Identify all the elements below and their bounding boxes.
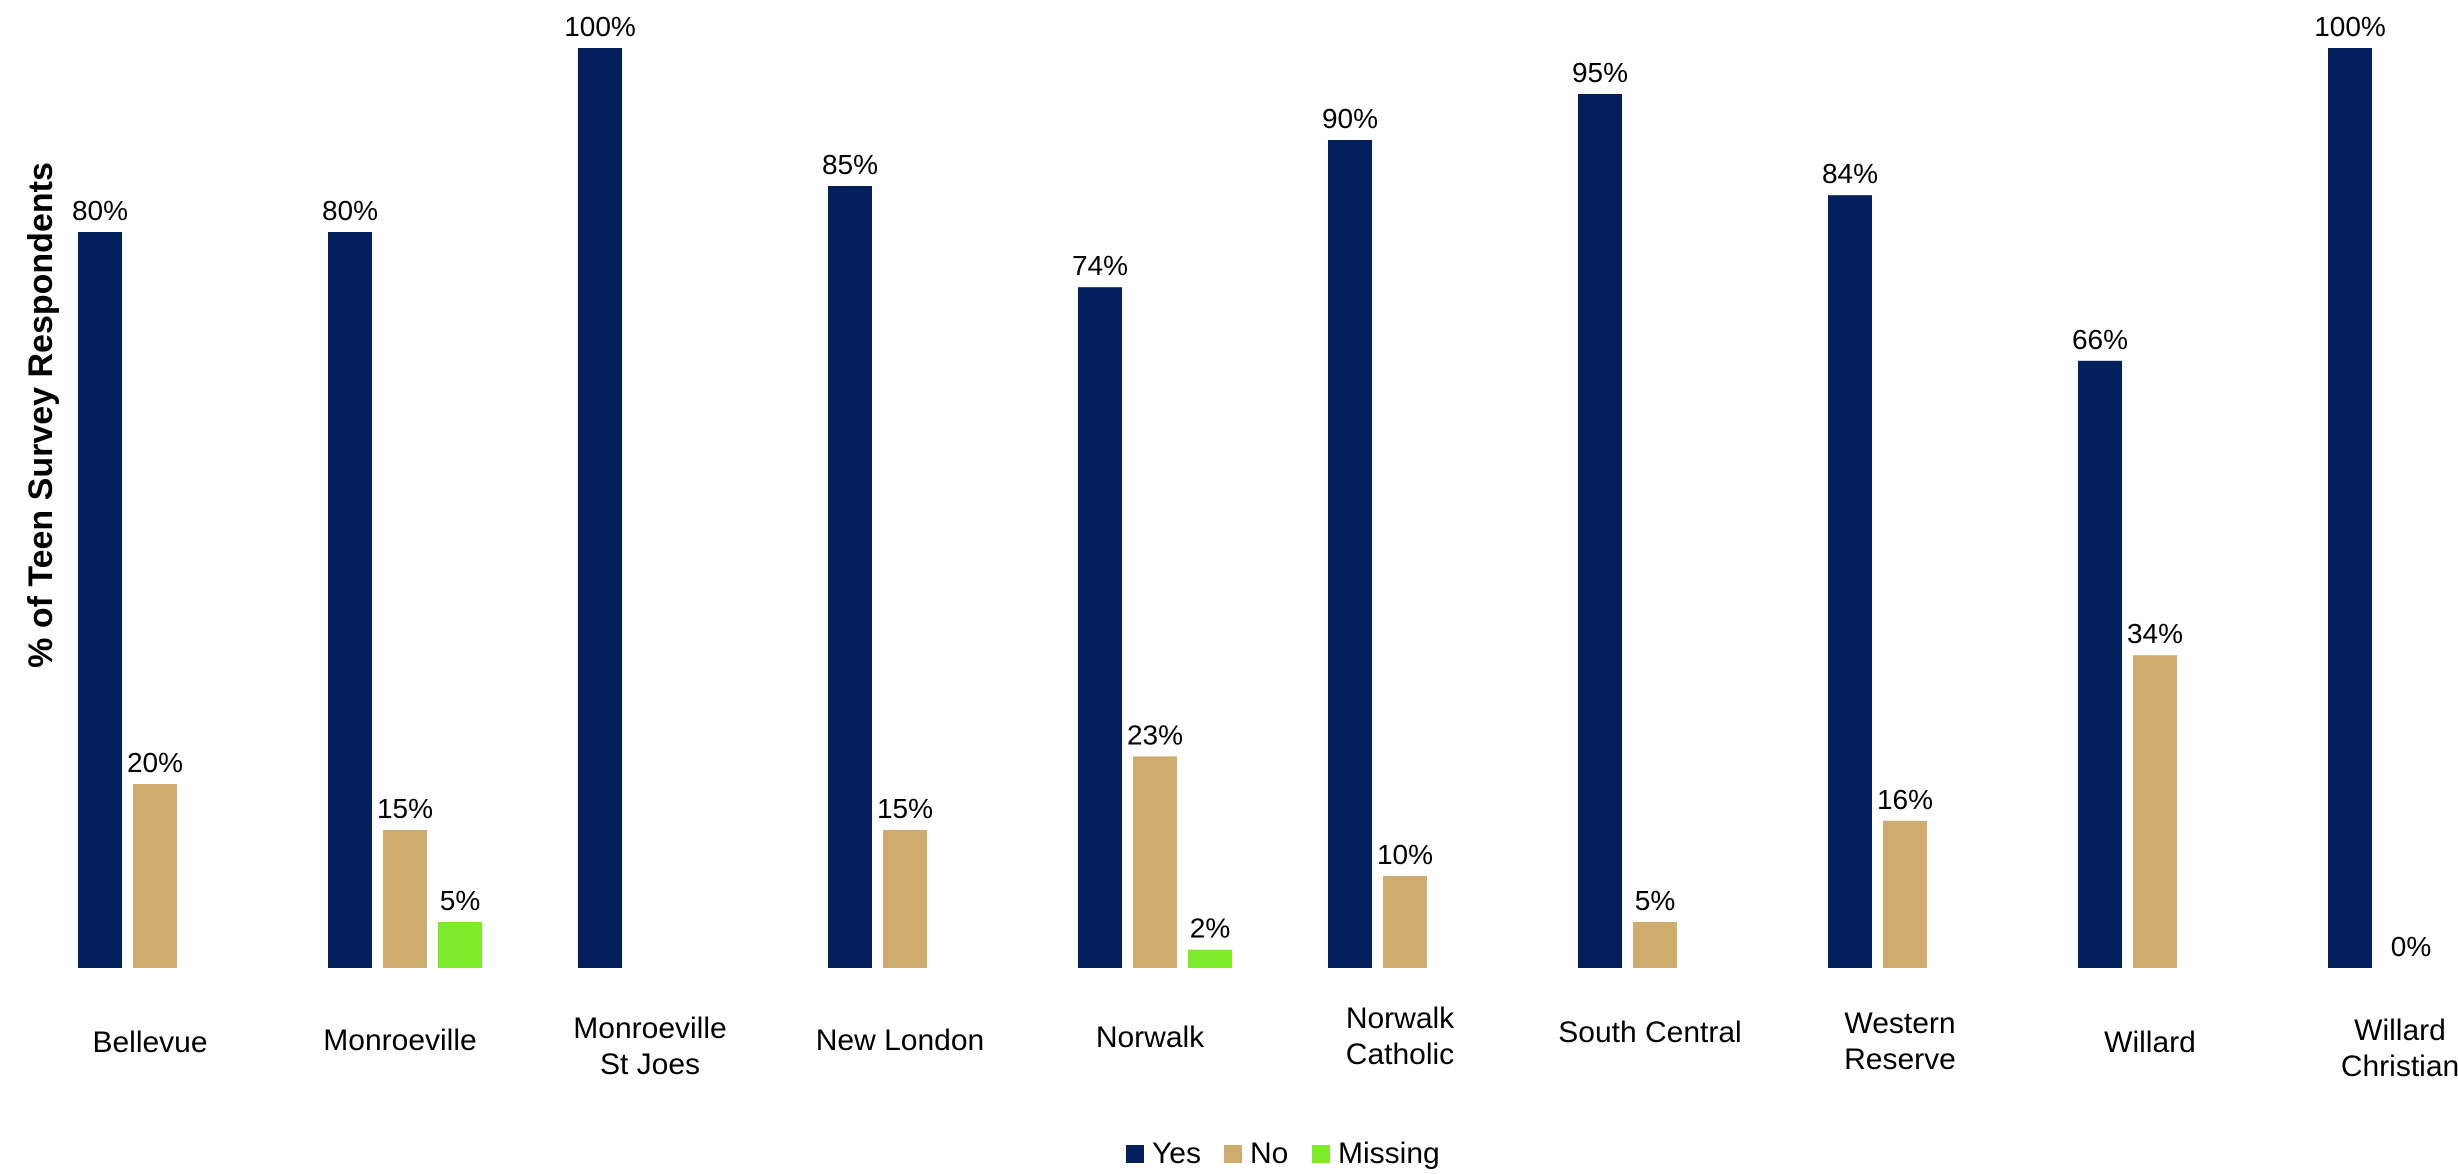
- category-label-6-line-2: Catholic: [1346, 1038, 1454, 1071]
- data-label-no-4: 15%: [877, 793, 933, 824]
- data-label-yes-8: 84%: [1822, 158, 1878, 189]
- data-label-no-5: 23%: [1127, 719, 1183, 750]
- bar-yes-2: [328, 232, 372, 968]
- legend: Yes No Missing: [1126, 1137, 1440, 1170]
- bar-no-9: [2133, 655, 2177, 968]
- bar-no-4: [883, 830, 927, 968]
- bars-layer: [78, 48, 2372, 968]
- bar-no-6: [1383, 876, 1427, 968]
- bar-no-5: [1133, 756, 1177, 968]
- data-label-yes-2: 80%: [322, 195, 378, 226]
- data-label-yes-3: 100%: [564, 11, 636, 42]
- data-label-yes-6: 90%: [1322, 103, 1378, 134]
- data-label-no-1: 20%: [127, 747, 183, 778]
- bar-no-7: [1633, 922, 1677, 968]
- data-label-no-10: 0%: [2391, 931, 2431, 962]
- bar-missing-2: [438, 922, 482, 968]
- data-label-yes-9: 66%: [2072, 324, 2128, 355]
- data-label-yes-5: 74%: [1072, 250, 1128, 281]
- bar-yes-7: [1578, 94, 1622, 968]
- category-label-6-line-1: Norwalk: [1346, 1002, 1455, 1035]
- data-label-no-2: 15%: [377, 793, 433, 824]
- category-label-1: Bellevue: [92, 1026, 207, 1059]
- data-label-no-9: 34%: [2127, 618, 2183, 649]
- bar-yes-5: [1078, 287, 1122, 968]
- legend-label-yes: Yes: [1152, 1137, 1201, 1170]
- bar-yes-8: [1828, 195, 1872, 968]
- category-label-8-line-1: Western: [1844, 1007, 1955, 1040]
- data-label-no-7: 5%: [1635, 885, 1675, 916]
- data-label-yes-1: 80%: [72, 195, 128, 226]
- category-label-2: Monroeville: [323, 1024, 476, 1057]
- category-label-3-line-2: St Joes: [600, 1048, 700, 1081]
- data-label-missing-2: 5%: [440, 885, 480, 916]
- bar-yes-10: [2328, 48, 2372, 968]
- legend-label-missing: Missing: [1338, 1137, 1440, 1170]
- y-axis-label: % of Teen Survey Respondents: [22, 162, 60, 668]
- category-label-4: New London: [816, 1024, 984, 1057]
- category-label-5: Norwalk: [1096, 1021, 1205, 1054]
- category-label-3-line-1: Monroeville: [573, 1012, 726, 1045]
- bar-yes-1: [78, 232, 122, 968]
- data-label-no-8: 16%: [1877, 784, 1933, 815]
- data-label-yes-10: 100%: [2314, 11, 2386, 42]
- category-label-7: South Central: [1558, 1016, 1741, 1049]
- bar-no-2: [383, 830, 427, 968]
- bar-yes-3: [578, 48, 622, 968]
- category-label-10-line-1: Willard: [2354, 1014, 2446, 1047]
- legend-swatch-no: [1224, 1145, 1242, 1163]
- category-label-10-line-2: Christian: [2341, 1050, 2458, 1083]
- category-label-8-line-2: Reserve: [1844, 1043, 1956, 1076]
- bar-yes-4: [828, 186, 872, 968]
- bar-no-1: [133, 784, 177, 968]
- legend-swatch-yes: [1126, 1145, 1144, 1163]
- data-labels-layer: 80% 20% 80% 15% 5% 100% 85% 15% 74% 23% 2% 90% 10% 95…: [72, 11, 2431, 962]
- bar-yes-9: [2078, 360, 2122, 968]
- category-label-9: Willard: [2104, 1026, 2196, 1059]
- legend-label-no: No: [1250, 1137, 1288, 1170]
- bar-no-8: [1883, 820, 1927, 968]
- bar-missing-5: [1188, 949, 1232, 968]
- data-label-yes-4: 85%: [822, 149, 878, 180]
- data-label-yes-7: 95%: [1572, 57, 1628, 88]
- data-label-no-6: 10%: [1377, 839, 1433, 870]
- bar-yes-6: [1328, 140, 1372, 968]
- data-label-missing-5: 2%: [1190, 913, 1230, 944]
- legend-swatch-missing: [1312, 1145, 1330, 1163]
